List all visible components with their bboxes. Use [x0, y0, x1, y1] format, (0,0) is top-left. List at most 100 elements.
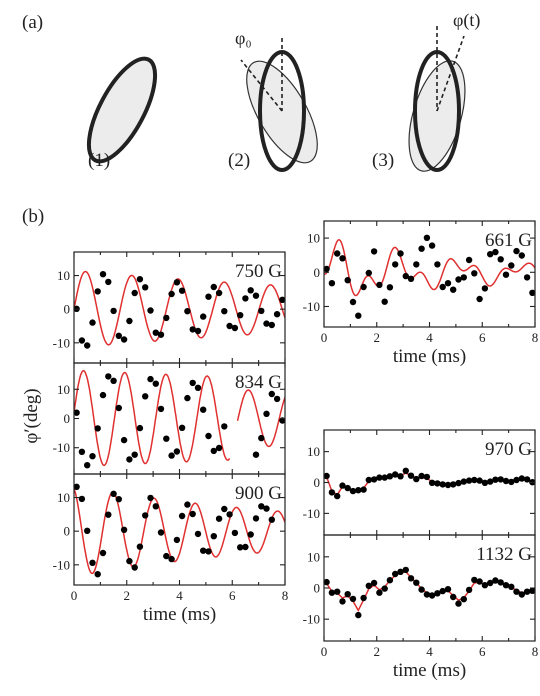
data-point [89, 319, 96, 326]
y-tick-label: 0 [314, 475, 321, 490]
y-axis-title: φ′(deg) [21, 388, 42, 443]
data-point [142, 284, 149, 291]
data-point [242, 543, 249, 551]
tilt-axis-line [436, 35, 465, 112]
data-point [360, 486, 367, 493]
data-point [502, 582, 510, 589]
step-3: φ(t) (3) [372, 10, 480, 172]
data-point [273, 395, 281, 403]
data-point [279, 296, 286, 303]
plots-area: -10 0 10 750 G -10 0 10 834 G -10 0 10 0 2 4 6 8 time (m… [53, 220, 538, 681]
data-point [189, 510, 196, 518]
ellipse-rotating [408, 60, 466, 172]
data-point [386, 577, 394, 584]
data-point [355, 487, 362, 494]
y-tick-label: 0 [64, 411, 71, 426]
field-label: 661 G [485, 230, 532, 251]
data-point [529, 587, 536, 594]
data-point [258, 503, 265, 510]
data-point [349, 298, 357, 306]
data-point [402, 566, 409, 574]
data-point [323, 265, 330, 273]
data-point [89, 453, 96, 460]
data-point [518, 475, 525, 482]
data-point [418, 472, 425, 480]
data-point [115, 332, 123, 339]
ellipse-tilted [86, 56, 158, 164]
data-point [115, 404, 123, 412]
data-point [434, 480, 441, 487]
data-point [268, 321, 275, 329]
x-tick-label: 4 [176, 588, 183, 603]
data-point [502, 477, 510, 485]
data-point [89, 559, 96, 566]
data-point [126, 317, 133, 325]
step-2: φ₀ (2) [228, 28, 318, 172]
data-point [428, 479, 436, 486]
data-point [184, 394, 191, 402]
data-point [268, 516, 275, 523]
data-point [263, 320, 270, 327]
data-point [73, 409, 80, 416]
data-point [407, 275, 415, 282]
data-point [413, 579, 420, 586]
data-point [147, 494, 154, 502]
data-point [184, 308, 191, 315]
data-point [194, 530, 202, 538]
data-point [178, 512, 186, 520]
y-tick-label: -10 [303, 506, 320, 521]
data-point [513, 588, 520, 595]
data-point [392, 261, 399, 268]
data-point [78, 448, 86, 455]
data-point [397, 473, 404, 480]
data-point [221, 423, 228, 430]
data-point [418, 586, 425, 593]
data-point [78, 495, 86, 503]
data-point [381, 298, 388, 305]
panel-b-letter: (b) [22, 206, 44, 227]
x-tick-label: 4 [426, 644, 433, 659]
data-point [465, 256, 473, 264]
y-tick-label: -10 [53, 335, 70, 350]
data-point [460, 596, 467, 603]
data-point [428, 242, 436, 249]
data-point [523, 476, 531, 483]
data-point [200, 406, 207, 413]
data-point [173, 536, 181, 544]
x-axis-title: time (ms) [393, 660, 466, 681]
y-tick-label: 10 [307, 549, 320, 564]
data-point [94, 571, 101, 578]
data-point [226, 511, 233, 518]
data-point [402, 467, 409, 474]
data-point [465, 477, 473, 484]
data-point [423, 473, 431, 481]
data-point [210, 283, 217, 291]
data-point [205, 432, 212, 440]
data-point [402, 272, 409, 280]
y-tick-label: -10 [53, 557, 70, 572]
data-point [476, 578, 483, 585]
data-point [376, 589, 383, 596]
y-tick-label: 0 [314, 581, 321, 596]
data-point [492, 476, 499, 483]
data-point [439, 587, 446, 595]
phit-label: φ(t) [453, 10, 480, 31]
data-point [450, 481, 457, 488]
data-point [115, 496, 123, 503]
step-1-label: (1) [88, 150, 110, 171]
plot-panel: -10 0 10 0 2 4 6 8 time (ms) 1132 G [303, 534, 538, 681]
data-point [444, 586, 452, 593]
data-point [84, 527, 91, 534]
data-point [157, 331, 165, 338]
data-point [365, 269, 372, 277]
data-point [110, 377, 117, 384]
data-point [334, 588, 341, 595]
data-point [392, 570, 399, 578]
data-point [142, 512, 149, 519]
data-point [252, 292, 260, 299]
data-point [252, 515, 260, 522]
data-point [455, 479, 462, 487]
data-point [370, 476, 378, 483]
data-point [178, 424, 186, 431]
x-tick-label: 2 [124, 588, 131, 603]
